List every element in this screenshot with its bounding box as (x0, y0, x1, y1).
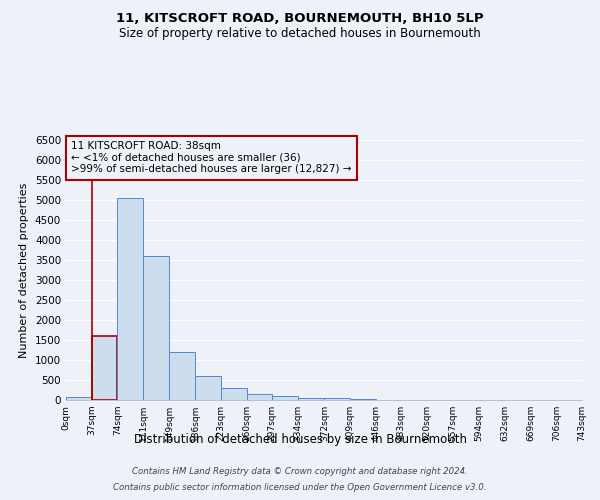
Text: Distribution of detached houses by size in Bournemouth: Distribution of detached houses by size … (133, 432, 467, 446)
Bar (221, 388, 247, 400)
Bar (143, 256, 169, 400)
Text: Contains HM Land Registry data © Crown copyright and database right 2024.: Contains HM Land Registry data © Crown c… (132, 468, 468, 476)
Bar (118, 198, 143, 400)
Y-axis label: Number of detached properties: Number of detached properties (19, 182, 29, 358)
Bar (272, 396, 298, 400)
Bar (247, 394, 272, 400)
Text: 11, KITSCROFT ROAD, BOURNEMOUTH, BH10 5LP: 11, KITSCROFT ROAD, BOURNEMOUTH, BH10 5L… (116, 12, 484, 26)
Text: Contains public sector information licensed under the Open Government Licence v3: Contains public sector information licen… (113, 482, 487, 492)
Bar (298, 398, 325, 400)
Bar (66, 397, 92, 400)
Bar (195, 376, 221, 400)
Text: 11 KITSCROFT ROAD: 38sqm
← <1% of detached houses are smaller (36)
>99% of semi-: 11 KITSCROFT ROAD: 38sqm ← <1% of detach… (71, 142, 352, 174)
Bar (325, 398, 350, 400)
Text: Size of property relative to detached houses in Bournemouth: Size of property relative to detached ho… (119, 28, 481, 40)
Bar (92, 336, 118, 400)
Bar (169, 352, 195, 400)
